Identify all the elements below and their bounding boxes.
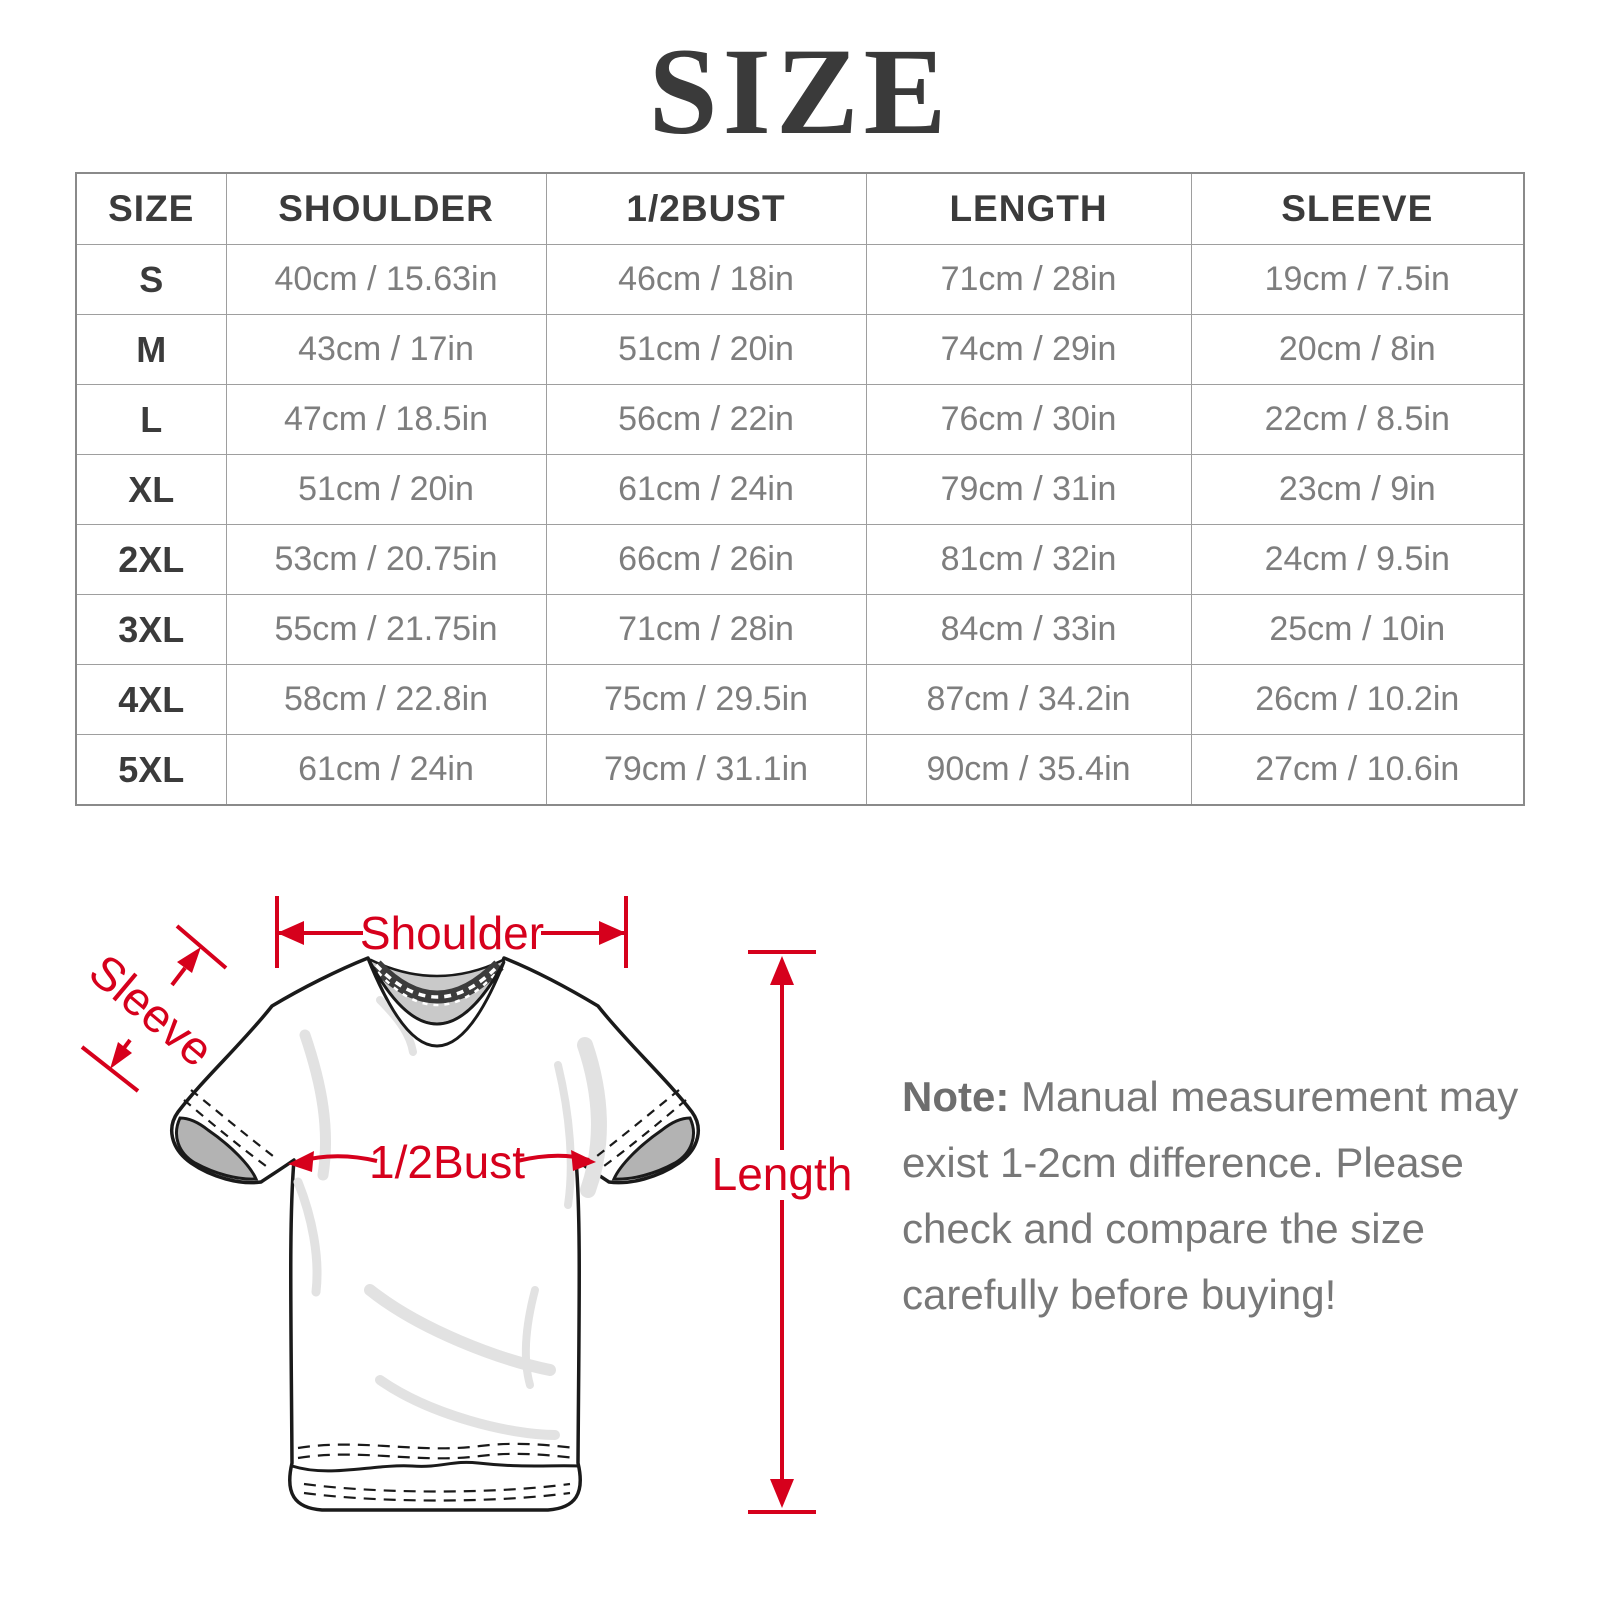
note-text: Note: Manual measurement may exist 1-2cm…	[902, 1064, 1542, 1328]
table-row: 3XL 55cm / 21.75in 71cm / 28in 84cm / 33…	[75, 594, 1525, 665]
cell-bust: 75cm / 29.5in	[545, 664, 867, 735]
cell-sleeve: 24cm / 9.5in	[1190, 524, 1525, 595]
hem-stitch-band-1	[303, 1482, 571, 1493]
note-line: exist 1-2cm difference. Please	[902, 1139, 1464, 1186]
cell-bust: 46cm / 18in	[545, 244, 867, 315]
cell-length: 74cm / 29in	[865, 314, 1192, 385]
cell-shoulder: 58cm / 22.8in	[225, 664, 547, 735]
hem-stitch-upper-1	[297, 1442, 577, 1450]
cell-bust: 61cm / 24in	[545, 454, 867, 525]
cell-length: 90cm / 35.4in	[865, 734, 1192, 806]
cell-sleeve: 23cm / 9in	[1190, 454, 1525, 525]
note-line: carefully before buying!	[902, 1271, 1337, 1318]
braid-stitch	[374, 963, 501, 999]
header-shoulder: SHOULDER	[225, 172, 547, 245]
cell-length: 79cm / 31in	[865, 454, 1192, 525]
left-cuff-stitch-2	[190, 1089, 274, 1157]
header-sleeve: SLEEVE	[1190, 172, 1525, 245]
cell-size: M	[75, 314, 227, 385]
cell-length: 84cm / 33in	[865, 594, 1192, 665]
size-chart-table: SIZE SHOULDER 1/2BUST LENGTH SLEEVE S 40…	[75, 172, 1525, 806]
braid-stitch-2	[377, 971, 498, 1007]
hem-stitch-upper-2	[297, 1452, 577, 1460]
cell-length: 81cm / 32in	[865, 524, 1192, 595]
tshirt-illustration	[170, 956, 700, 1512]
cell-shoulder: 40cm / 15.63in	[225, 244, 547, 315]
measurement-diagram: Shoulder Sleeve 1/2Bust	[80, 896, 853, 1514]
header-bust: 1/2BUST	[545, 172, 867, 245]
fabric-shading	[293, 996, 607, 1440]
collar	[368, 958, 506, 1048]
table-row: S 40cm / 15.63in 46cm / 18in 71cm / 28in…	[75, 244, 1525, 315]
right-cuff-inside	[611, 1116, 695, 1181]
cell-shoulder: 53cm / 20.75in	[225, 524, 547, 595]
right-cuff	[596, 1089, 695, 1181]
cell-shoulder: 47cm / 18.5in	[225, 384, 547, 455]
cell-length: 76cm / 30in	[865, 384, 1192, 455]
cell-bust: 71cm / 28in	[545, 594, 867, 665]
note-label: Note:	[902, 1073, 1010, 1120]
page-title: SIZE	[648, 23, 952, 160]
header-size: SIZE	[75, 172, 227, 245]
shoulder-arrow: Shoulder	[275, 896, 628, 968]
cell-shoulder: 55cm / 21.75in	[225, 594, 547, 665]
cell-length: 87cm / 34.2in	[865, 664, 1192, 735]
cell-shoulder: 43cm / 17in	[225, 314, 547, 385]
table-row: L 47cm / 18.5in 56cm / 22in 76cm / 30in …	[75, 384, 1525, 455]
table-header-row: SIZE SHOULDER 1/2BUST LENGTH SLEEVE	[75, 172, 1525, 245]
left-cuff-inside	[175, 1116, 259, 1181]
note-line1: Manual measurement may	[1009, 1073, 1519, 1120]
cell-sleeve: 26cm / 10.2in	[1190, 664, 1525, 735]
cell-size: S	[75, 244, 227, 315]
shoulder-label: Shoulder	[360, 907, 544, 959]
cell-sleeve: 22cm / 8.5in	[1190, 384, 1525, 455]
table-row: XL 51cm / 20in 61cm / 24in 79cm / 31in 2…	[75, 454, 1525, 525]
cell-sleeve: 20cm / 8in	[1190, 314, 1525, 385]
cell-sleeve: 25cm / 10in	[1190, 594, 1525, 665]
cell-bust: 66cm / 26in	[545, 524, 867, 595]
note-line: Note: Manual measurement may	[902, 1064, 1542, 1130]
hem-stitch-band-2	[303, 1491, 571, 1502]
cell-size: 4XL	[75, 664, 227, 735]
sleeve-arrow: Sleeve	[80, 924, 228, 1093]
sleeve-label: Sleeve	[80, 944, 224, 1077]
cell-shoulder: 61cm / 24in	[225, 734, 547, 806]
length-arrow: Length	[712, 950, 853, 1514]
cell-bust: 51cm / 20in	[545, 314, 867, 385]
length-label: Length	[712, 1148, 853, 1200]
cell-bust: 79cm / 31.1in	[545, 734, 867, 806]
bust-arrow: 1/2Bust	[288, 1136, 596, 1188]
cell-size: 2XL	[75, 524, 227, 595]
header-length: LENGTH	[865, 172, 1192, 245]
left-cuff	[175, 1089, 274, 1181]
cell-size: 5XL	[75, 734, 227, 806]
hem-fold-line	[291, 1460, 579, 1473]
cell-size: L	[75, 384, 227, 455]
cell-size: 3XL	[75, 594, 227, 665]
right-cuff-stitch-2	[596, 1089, 680, 1157]
cell-size: XL	[75, 454, 227, 525]
cell-length: 71cm / 28in	[865, 244, 1192, 315]
cell-sleeve: 27cm / 10.6in	[1190, 734, 1525, 806]
note-line: check and compare the size	[902, 1205, 1425, 1252]
table-row: 4XL 58cm / 22.8in 75cm / 29.5in 87cm / 3…	[75, 664, 1525, 735]
left-cuff-stitch	[183, 1099, 267, 1167]
cell-sleeve: 19cm / 7.5in	[1190, 244, 1525, 315]
table-row: 5XL 61cm / 24in 79cm / 31.1in 90cm / 35.…	[75, 734, 1525, 806]
table-row: 2XL 53cm / 20.75in 66cm / 26in 81cm / 32…	[75, 524, 1525, 595]
right-cuff-stitch	[603, 1099, 687, 1167]
cell-shoulder: 51cm / 20in	[225, 454, 547, 525]
collar-rib-band	[368, 961, 506, 1048]
hem	[291, 1442, 579, 1502]
bust-label: 1/2Bust	[369, 1136, 525, 1188]
table-row: M 43cm / 17in 51cm / 20in 74cm / 29in 20…	[75, 314, 1525, 385]
cell-bust: 56cm / 22in	[545, 384, 867, 455]
